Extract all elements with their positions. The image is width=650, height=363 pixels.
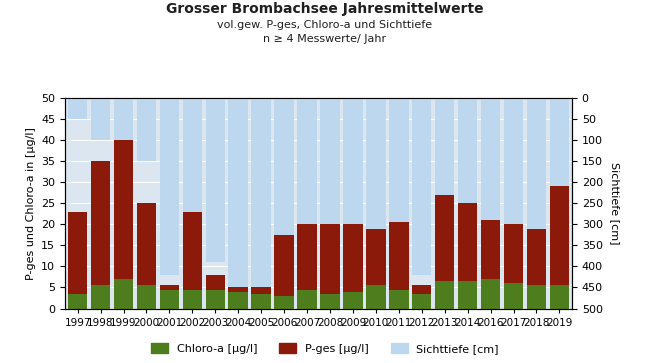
Bar <box>366 285 385 309</box>
Bar <box>458 203 477 309</box>
Bar <box>458 98 477 203</box>
Bar <box>550 98 569 187</box>
Bar <box>91 285 111 309</box>
Bar <box>160 290 179 309</box>
Bar <box>114 111 133 309</box>
Bar <box>389 216 409 309</box>
Bar <box>183 203 202 309</box>
Bar <box>274 220 294 309</box>
Bar <box>343 216 363 309</box>
Bar <box>136 203 156 309</box>
Bar <box>114 98 133 140</box>
Bar <box>320 294 340 309</box>
Bar <box>136 285 156 309</box>
Text: n ≥ 4 Messwerte/ Jahr: n ≥ 4 Messwerte/ Jahr <box>263 34 387 45</box>
Bar <box>297 290 317 309</box>
Bar <box>526 98 546 229</box>
Bar <box>91 98 111 140</box>
Text: vol.gew. P-ges, Chloro-a und Sichttiefe: vol.gew. P-ges, Chloro-a und Sichttiefe <box>218 20 432 30</box>
Bar <box>68 212 87 309</box>
Bar <box>68 98 87 119</box>
Bar <box>205 98 225 262</box>
Bar <box>320 224 340 309</box>
Bar <box>68 294 87 309</box>
Bar <box>550 182 569 309</box>
Legend: Chloro-a [µg/l], P-ges [µg/l], Sichttiefe [cm]: Chloro-a [µg/l], P-ges [µg/l], Sichttief… <box>148 340 502 358</box>
Bar <box>526 285 546 309</box>
Bar <box>205 275 225 309</box>
Bar <box>389 290 409 309</box>
Bar <box>252 294 271 309</box>
Bar <box>252 285 271 309</box>
Bar <box>458 281 477 309</box>
Bar <box>504 283 523 309</box>
Bar <box>114 279 133 309</box>
Bar <box>160 98 179 275</box>
Bar <box>550 285 569 309</box>
Bar <box>435 98 454 195</box>
Bar <box>435 281 454 309</box>
Bar <box>366 98 385 229</box>
Bar <box>412 294 432 309</box>
Bar <box>504 216 523 309</box>
Bar <box>252 98 271 287</box>
Bar <box>526 220 546 309</box>
Bar <box>297 98 317 224</box>
Bar <box>274 98 294 235</box>
Bar <box>228 287 248 309</box>
Bar <box>136 98 156 161</box>
Bar <box>228 292 248 309</box>
Bar <box>389 98 409 222</box>
Bar <box>91 161 111 309</box>
Bar <box>183 98 202 212</box>
Bar <box>343 292 363 309</box>
Bar <box>297 224 317 309</box>
Bar <box>343 98 363 224</box>
Bar <box>228 98 248 287</box>
Bar <box>481 279 500 309</box>
Bar <box>412 98 432 275</box>
Bar <box>160 285 179 309</box>
Bar <box>183 290 202 309</box>
Bar <box>274 296 294 309</box>
Bar <box>504 98 523 224</box>
Bar <box>481 212 500 309</box>
Y-axis label: Sichttiefe [cm]: Sichttiefe [cm] <box>610 162 619 245</box>
Bar <box>205 290 225 309</box>
Bar <box>481 98 500 220</box>
Bar <box>366 224 385 309</box>
Text: Grosser Brombachsee Jahresmittelwerte: Grosser Brombachsee Jahresmittelwerte <box>166 2 484 16</box>
Bar <box>435 178 454 309</box>
Y-axis label: P-ges und Chloro-a in [µg/l]: P-ges und Chloro-a in [µg/l] <box>25 127 36 280</box>
Bar <box>412 285 432 309</box>
Bar <box>320 98 340 224</box>
